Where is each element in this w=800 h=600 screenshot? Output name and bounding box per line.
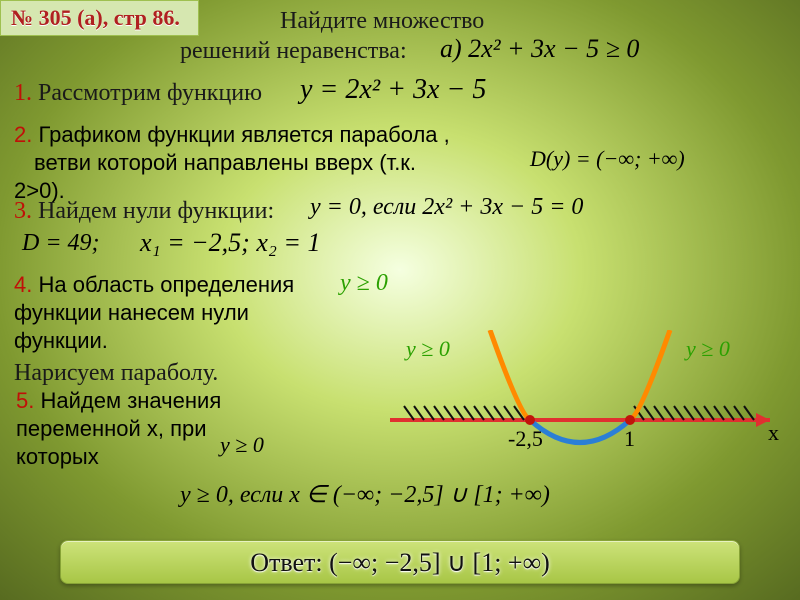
prompt-line-1: Найдите множество (280, 6, 484, 36)
step-1-num: 1. (14, 80, 32, 106)
exercise-tag: № 305 (а), стр 86. (0, 0, 199, 36)
root-1-label: -2,5 (508, 426, 543, 451)
step-1: 1. Рассмотрим функцию (14, 78, 262, 108)
step-4-line-1: 4. На область определения (14, 272, 294, 298)
step-4-sketch: Нарисуем параболу. (14, 358, 218, 388)
step-5-text-1: Найдем значения (34, 388, 221, 413)
hatching-right (634, 406, 754, 420)
answer-bar: Ответ: (−∞; −2,5] ∪ [1; +∞) (60, 540, 740, 584)
step-2-text-1: Графиком функции является парабола , (32, 122, 449, 147)
step-3-math: y = 0, если 2x² + 3x − 5 = 0 (310, 194, 583, 221)
hatching-left (404, 406, 524, 420)
y-ge-left: y ≥ 0 (404, 336, 450, 361)
step-5-line-1: 5. Найдем значения (16, 388, 221, 414)
prompt-line-2: решений неравенства: (180, 36, 407, 66)
step-1-text: Рассмотрим функцию (32, 80, 262, 106)
parabola-graph: -2,5 1 x y ≥ 0 y ≥ 0 (390, 330, 790, 480)
step-5-cond: y ≥ 0 (220, 432, 264, 458)
roots: x₁ = −2,5; x₂ = 1 (140, 228, 320, 258)
step-5-num: 5. (16, 388, 34, 413)
x-axis-label: x (768, 420, 779, 445)
domain-math: D(y) = (−∞; +∞) (530, 146, 685, 172)
exercise-tag-text: № 305 (а), стр 86. (11, 5, 180, 30)
root-2-label: 1 (624, 426, 635, 451)
root-2-marker (625, 415, 635, 425)
step-1-math: y = 2x² + 3x − 5 (300, 74, 486, 106)
root-1-marker (525, 415, 535, 425)
step-2-num: 2. (14, 122, 32, 147)
step-4-line-2: функции нанесем нули (14, 300, 249, 326)
step-3-text: Найдем нули функции: (32, 198, 274, 224)
discriminant: D = 49; (22, 230, 100, 257)
main-inequality: a) 2x² + 3x − 5 ≥ 0 (440, 34, 639, 64)
step-4-line-3: функции. (14, 328, 108, 354)
y-ge-right: y ≥ 0 (684, 336, 730, 361)
step-2-line-2: ветви которой направлены вверх (т.к. (34, 150, 416, 176)
parabola-bottom (530, 420, 630, 443)
step-5-math: y ≥ 0, если x ∈ (−∞; −2,5] ∪ [1; +∞) (180, 480, 550, 509)
step-4-text-1: На область определения (32, 272, 294, 297)
answer-text: Ответ: (−∞; −2,5] ∪ [1; +∞) (250, 548, 550, 577)
step-2-line-1: 2. Графиком функции является парабола , (14, 122, 450, 148)
step-5-line-2: переменной х, при (16, 416, 207, 442)
step-4-num: 4. (14, 272, 32, 297)
step-3: 3. Найдем нули функции: (14, 196, 274, 226)
parabola-left-branch (490, 330, 530, 420)
step-5-line-3: которых (16, 444, 99, 470)
step-3-num: 3. (14, 198, 32, 224)
step-4-yge: y ≥ 0 (340, 270, 388, 297)
